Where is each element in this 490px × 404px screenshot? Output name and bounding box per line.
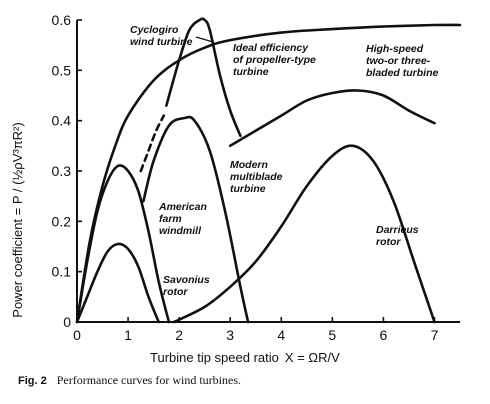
x-tick-label: 2 <box>175 327 183 343</box>
savonius-rotor-label: Savonius rotor <box>163 274 210 298</box>
annotation-text: Ideal efficiency of propeller-type turbine <box>233 42 316 78</box>
x-tick-label: 4 <box>277 327 285 343</box>
annotation-text: American farm windmill <box>158 201 207 237</box>
modern-multiblade-label: Modern multiblade turbine <box>230 159 283 195</box>
x-tick-label: 5 <box>328 327 336 343</box>
caption-text: Performance curves for wind turbines. <box>57 373 241 387</box>
annotation-line: American <box>158 201 207 213</box>
caption-number: Fig. 2 <box>18 375 47 387</box>
annotation-text: Savonius rotor <box>163 274 210 298</box>
y-tick-label: 0.4 <box>52 113 72 129</box>
y-axis-title: Power coefficient = P / (½ρV³πR²) <box>10 122 25 317</box>
annotation-leader <box>195 36 214 43</box>
annotation-line: multiblade <box>230 171 283 183</box>
savonius-rotor-curve <box>75 242 160 324</box>
ideal-efficiency-curve <box>75 23 462 324</box>
annotation-line: Darrieus <box>376 224 419 236</box>
x-axis-title-text: Turbine tip speed ratio <box>150 350 279 365</box>
annotation-text: Darrieus rotor <box>376 224 419 248</box>
annotation-text: High-speed two-or three-bladed turbine <box>366 43 438 79</box>
figure-caption: Fig. 2 Performance curves for wind turbin… <box>18 373 241 387</box>
annotation-line: two-or three- <box>366 55 431 67</box>
american-farm-windmill-label: American farm windmill <box>158 201 207 237</box>
y-tick-label: 0 <box>63 314 71 330</box>
y-tick-label: 0.2 <box>52 213 72 229</box>
annotation-line: Ideal efficiency <box>233 42 309 54</box>
y-tick-label: 0.3 <box>52 163 72 179</box>
y-tick-label: 0.5 <box>52 62 72 78</box>
annotation-line: turbine <box>230 183 266 195</box>
american-farm-windmill-curve <box>75 164 171 324</box>
plot-axes: 0 0.1 0.2 0.3 0.4 0.5 0.6 0 1 2 3 4 5 6 7 <box>52 12 460 343</box>
annotation-text: Modern multiblade turbine <box>230 159 283 195</box>
annotation-line: Modern <box>230 159 268 171</box>
annotation-line: turbine <box>233 66 269 78</box>
y-axis-title-text: Power coefficient = P / (½ρV³πR²) <box>10 122 25 317</box>
x-tick-label: 3 <box>226 327 234 343</box>
annotation-line: windmill <box>159 225 202 237</box>
cyclogiro-label: Cyclogiro wind turbine <box>130 24 214 48</box>
annotation-group: Cyclogiro wind turbine Ideal efficiency of … <box>130 24 438 298</box>
high-speed-turbine-label: High-speed two-or three-bladed turbine <box>366 43 438 79</box>
x-axis-title: Turbine tip speed ratio X = ΩR/V <box>150 350 340 365</box>
annotation-line: rotor <box>163 286 188 298</box>
annotation-text: Cyclogiro wind turbine <box>130 24 193 48</box>
annotation-line: rotor <box>376 236 401 248</box>
annotation-line: of propeller-type <box>233 54 316 66</box>
curve-group <box>75 17 462 324</box>
x-tick-label: 7 <box>431 327 439 343</box>
x-axis-title-symbol: X = ΩR/V <box>285 350 340 365</box>
x-tick-label: 0 <box>73 327 81 343</box>
y-tick-label: 0.1 <box>52 264 72 280</box>
high-speed-turbine-curve <box>228 89 436 148</box>
x-tick-label: 6 <box>380 327 388 343</box>
y-tick-label: 0.6 <box>52 12 72 28</box>
annotation-line: wind turbine <box>130 36 193 48</box>
modern-multiblade-curve <box>142 115 250 324</box>
cyclogiro-curve <box>165 17 242 138</box>
x-tick-label: 1 <box>124 327 132 343</box>
annotation-line: Savonius <box>163 274 210 286</box>
annotation-line: bladed turbine <box>366 67 438 79</box>
annotation-line: Cyclogiro <box>130 24 179 36</box>
annotation-line: farm <box>159 213 182 225</box>
cyclogiro-dashed-curve <box>139 114 166 173</box>
darrieus-rotor-label: Darrieus rotor <box>376 224 419 248</box>
ideal-efficiency-label: Ideal efficiency of propeller-type turbine <box>233 42 316 78</box>
darrieus-rotor-curve <box>172 144 436 324</box>
annotation-line: High-speed <box>366 43 424 55</box>
